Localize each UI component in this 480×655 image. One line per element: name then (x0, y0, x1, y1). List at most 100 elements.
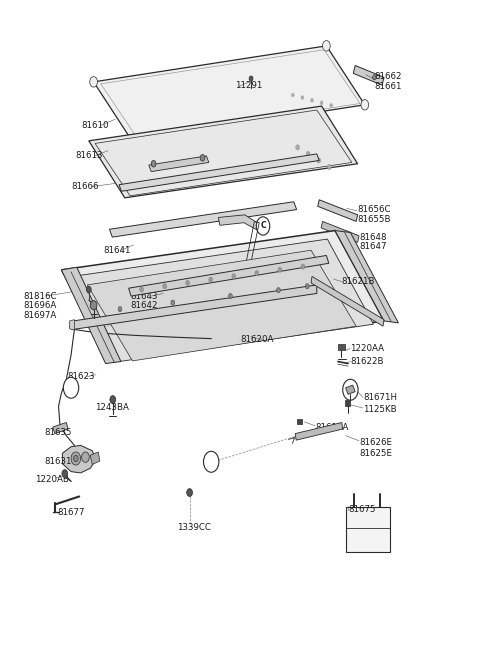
Bar (346, 507, 390, 552)
Circle shape (90, 77, 97, 87)
Text: 81622B: 81622B (350, 357, 384, 366)
Text: 1220AA: 1220AA (350, 344, 384, 353)
Text: 81677: 81677 (58, 508, 85, 517)
Text: 81613: 81613 (76, 151, 103, 160)
Circle shape (140, 287, 144, 292)
Bar (345, 400, 350, 406)
Text: 81620A: 81620A (240, 335, 274, 344)
Circle shape (228, 293, 232, 299)
Polygon shape (321, 221, 359, 242)
Circle shape (232, 274, 236, 279)
Bar (338, 344, 345, 350)
Circle shape (372, 75, 376, 80)
Text: 81641: 81641 (103, 246, 131, 255)
Polygon shape (318, 200, 358, 221)
Circle shape (296, 145, 300, 150)
Circle shape (71, 452, 81, 465)
Polygon shape (61, 267, 121, 364)
Circle shape (90, 301, 97, 310)
Circle shape (128, 136, 136, 146)
Polygon shape (335, 231, 398, 323)
Text: 81642: 81642 (131, 301, 158, 310)
Text: 81648: 81648 (359, 233, 386, 242)
Text: 81655B: 81655B (358, 215, 391, 224)
Text: 81631: 81631 (44, 457, 72, 466)
Circle shape (301, 264, 305, 269)
Polygon shape (73, 239, 373, 362)
Circle shape (306, 151, 310, 157)
Circle shape (276, 288, 280, 293)
Text: C: C (260, 221, 266, 231)
Text: 81816C: 81816C (23, 291, 57, 301)
Text: 1339CC: 1339CC (177, 523, 211, 532)
Text: B: B (68, 383, 74, 392)
Polygon shape (90, 452, 100, 464)
Circle shape (187, 489, 192, 496)
Circle shape (249, 76, 253, 81)
Circle shape (209, 277, 213, 282)
Text: A: A (208, 457, 214, 466)
Polygon shape (109, 202, 297, 237)
Polygon shape (89, 106, 358, 198)
Text: 81696A: 81696A (23, 301, 56, 310)
Circle shape (343, 379, 358, 400)
Circle shape (73, 455, 78, 462)
Text: 1243BA: 1243BA (95, 403, 129, 412)
Text: 81626E: 81626E (359, 438, 392, 447)
Text: 81617A: 81617A (315, 422, 348, 432)
Text: 81666: 81666 (71, 182, 98, 191)
Text: 1220AB: 1220AB (35, 475, 69, 484)
Polygon shape (346, 385, 355, 394)
Circle shape (186, 280, 190, 286)
Text: 11291: 11291 (235, 81, 263, 90)
Circle shape (323, 41, 330, 51)
Polygon shape (87, 250, 356, 361)
Circle shape (200, 155, 205, 161)
Circle shape (82, 452, 89, 462)
Text: 81675: 81675 (348, 505, 376, 514)
Text: 81697A: 81697A (23, 311, 56, 320)
Circle shape (255, 271, 259, 276)
Circle shape (204, 451, 219, 472)
Bar (297, 419, 302, 424)
Polygon shape (119, 154, 319, 191)
Text: 1125KB: 1125KB (363, 405, 396, 414)
Text: 81635: 81635 (44, 428, 72, 437)
Text: 81647: 81647 (359, 242, 386, 252)
Polygon shape (70, 320, 74, 330)
Text: 81623: 81623 (67, 372, 95, 381)
Polygon shape (94, 46, 365, 141)
Circle shape (63, 377, 79, 398)
Text: 81662: 81662 (374, 72, 402, 81)
Polygon shape (129, 255, 329, 296)
Text: D: D (347, 385, 354, 394)
Circle shape (317, 158, 321, 163)
Polygon shape (53, 422, 68, 434)
Text: 81621B: 81621B (342, 277, 375, 286)
Circle shape (320, 101, 323, 105)
Text: 81661: 81661 (374, 82, 402, 91)
Circle shape (305, 284, 309, 289)
Polygon shape (311, 276, 384, 326)
Circle shape (278, 267, 282, 272)
Polygon shape (73, 285, 317, 329)
Circle shape (330, 103, 333, 107)
Text: 81643: 81643 (131, 291, 158, 301)
Circle shape (151, 160, 156, 167)
Text: 81610: 81610 (82, 121, 109, 130)
Polygon shape (61, 231, 384, 360)
Text: 81671H: 81671H (363, 393, 397, 402)
Polygon shape (149, 156, 209, 172)
Circle shape (163, 284, 167, 289)
Circle shape (311, 98, 313, 102)
Polygon shape (295, 422, 343, 440)
Circle shape (118, 307, 122, 312)
Circle shape (110, 396, 116, 403)
Polygon shape (218, 215, 259, 231)
Text: 81625E: 81625E (359, 449, 392, 458)
Circle shape (62, 470, 68, 477)
Circle shape (86, 286, 91, 293)
Text: 81656C: 81656C (358, 205, 391, 214)
Circle shape (291, 93, 294, 97)
Circle shape (256, 217, 270, 235)
